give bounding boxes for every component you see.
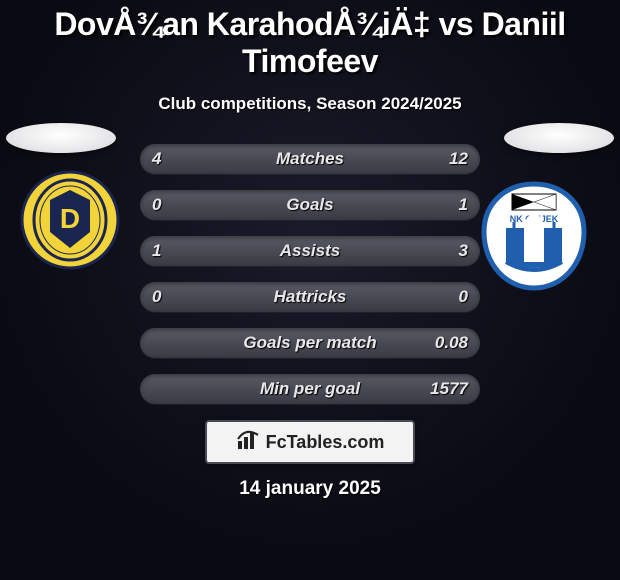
stat-label: Goals per match xyxy=(243,333,376,353)
stat-row-min-per-goal: Min per goal 1577 xyxy=(140,374,480,404)
stats-container: 4 Matches 12 0 Goals 1 1 Assists 3 0 Hat… xyxy=(0,144,620,500)
stat-right-value: 0.08 xyxy=(435,333,468,353)
stat-row-assists: 1 Assists 3 xyxy=(140,236,480,266)
footer-date: 14 january 2025 xyxy=(0,478,620,500)
stat-row-goals-per-match: Goals per match 0.08 xyxy=(140,328,480,358)
stat-row-goals: 0 Goals 1 xyxy=(140,190,480,220)
stat-right-value: 12 xyxy=(449,149,468,169)
stat-label: Hattricks xyxy=(274,287,347,307)
comparison-card: DovÅ¾an KarahodÅ¾iÄ‡ vs Daniil Timofeev … xyxy=(0,0,620,580)
stat-label: Assists xyxy=(280,241,340,261)
stat-label: Goals xyxy=(286,195,333,215)
stat-right-value: 3 xyxy=(459,241,468,261)
stat-row-matches: 4 Matches 12 xyxy=(140,144,480,174)
stat-right-value: 0 xyxy=(459,287,468,307)
stat-left-value: 0 xyxy=(152,195,161,215)
stat-right-value: 1 xyxy=(459,195,468,215)
brand-text: FcTables.com xyxy=(266,432,385,453)
stat-right-value: 1577 xyxy=(430,379,468,399)
stat-left-value: 4 xyxy=(152,149,161,169)
page-title: DovÅ¾an KarahodÅ¾iÄ‡ vs Daniil Timofeev xyxy=(0,0,620,80)
stat-left-value: 0 xyxy=(152,287,161,307)
stat-row-hattricks: 0 Hattricks 0 xyxy=(140,282,480,312)
stat-left-value: 1 xyxy=(152,241,161,261)
brand-box[interactable]: FcTables.com xyxy=(205,420,415,464)
stats-list: 4 Matches 12 0 Goals 1 1 Assists 3 0 Hat… xyxy=(140,144,480,404)
subtitle: Club competitions, Season 2024/2025 xyxy=(0,94,620,114)
stat-label: Min per goal xyxy=(260,379,360,399)
chart-icon xyxy=(236,429,266,456)
stat-label: Matches xyxy=(276,149,344,169)
